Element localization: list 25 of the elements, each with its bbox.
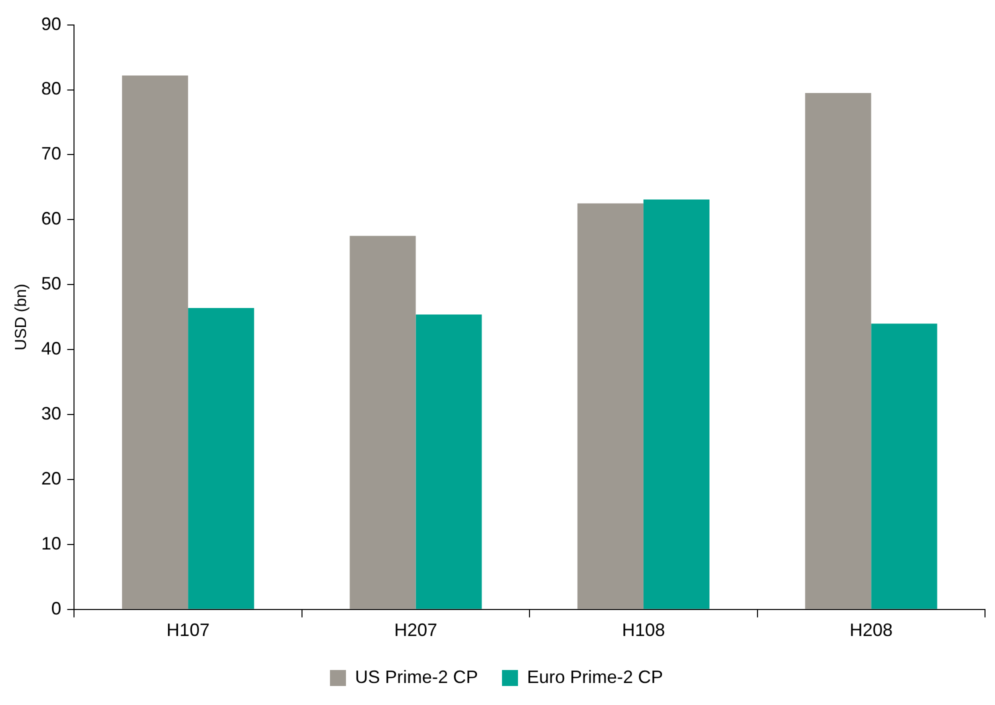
y-tick-label: 80	[41, 78, 62, 99]
bar	[188, 308, 254, 609]
bar	[871, 324, 938, 609]
bar	[643, 200, 710, 609]
x-tick-label: H108	[622, 620, 665, 640]
x-tick-label: H107	[166, 620, 210, 640]
y-tick-label: 90	[41, 14, 62, 34]
bar	[416, 314, 482, 609]
y-tick-label: 40	[41, 338, 62, 359]
x-tick-label: H208	[850, 620, 893, 640]
y-tick-label: 20	[41, 468, 62, 488]
y-tick-label: 70	[41, 144, 62, 164]
y-tick-label: 50	[41, 274, 62, 294]
bar	[122, 75, 188, 609]
y-axis-title: USD (bn)	[13, 284, 30, 350]
legend-label: US Prime-2 CP	[354, 666, 478, 687]
x-tick-label: H207	[394, 620, 438, 640]
bar	[805, 93, 872, 609]
y-tick-label: 30	[41, 404, 62, 424]
y-tick-label: 10	[41, 533, 62, 554]
bar	[577, 203, 644, 609]
legend-label: Euro Prime-2 CP	[526, 666, 664, 687]
y-tick-label: 60	[41, 208, 62, 229]
y-tick-label: 0	[51, 598, 62, 618]
bar	[350, 236, 416, 609]
